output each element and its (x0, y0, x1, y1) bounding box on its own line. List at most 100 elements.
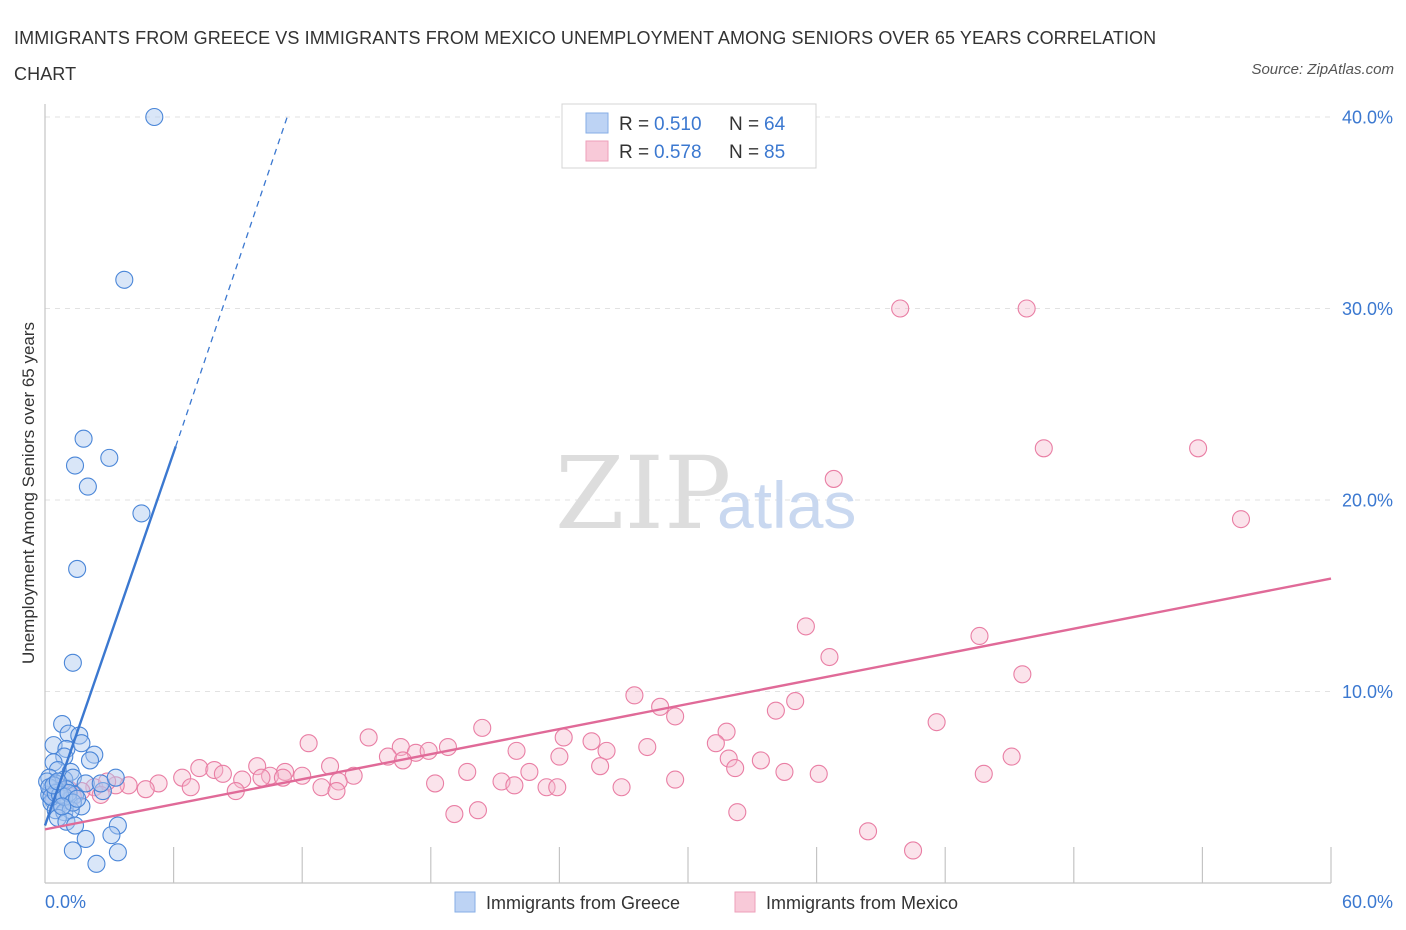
point-greece (100, 448, 119, 467)
point-mexico (666, 770, 685, 789)
bottom-legend-swatch-greece (454, 891, 476, 913)
x-ticks (173, 847, 1332, 883)
bottom-legend-label-mexico: Immigrants from Mexico (766, 893, 958, 913)
point-mexico (666, 707, 685, 726)
legend-n-value-mexico: 85 (764, 142, 785, 163)
point-mexico (507, 741, 526, 760)
legend-n-label-mexico: N = (729, 142, 759, 163)
point-mexico (751, 751, 770, 770)
legend-n-value-greece: 64 (764, 114, 786, 135)
point-mexico (359, 728, 378, 747)
point-mexico (903, 841, 923, 860)
point-mexico (796, 617, 815, 636)
y-tick-labels: 10.0% 20.0% 30.0% 40.0% (1342, 108, 1393, 703)
series-legend: Immigrants from Greece Immigrants from M… (454, 891, 958, 913)
point-mexico (786, 692, 805, 711)
point-mexico (548, 778, 567, 797)
point-mexico (505, 776, 524, 795)
watermark-atlas: atlas (717, 468, 856, 542)
point-greece (76, 829, 95, 849)
point-mexico (651, 697, 670, 716)
point-mexico (809, 764, 828, 783)
point-mexico (1013, 665, 1032, 684)
legend-r-label-greece: R = (619, 114, 649, 135)
point-mexico (1034, 439, 1053, 458)
watermark-zip: ZIP (555, 435, 731, 552)
point-greece (108, 816, 127, 835)
legend-r-label-mexico: R = (619, 142, 649, 163)
point-mexico (1017, 299, 1036, 318)
point-mexico (213, 764, 232, 783)
x-tick-label-max: 60.0% (1342, 892, 1393, 912)
point-mexico (1002, 747, 1021, 766)
source-note: Source: ZipAtlas.com (1251, 61, 1394, 78)
point-mexico (728, 803, 747, 822)
legend-r-value-mexico: 0.578 (654, 142, 702, 163)
trend-line-greece-extension (175, 116, 288, 447)
point-mexico (554, 728, 573, 747)
y-tick-label: 40.0% (1342, 108, 1393, 128)
point-mexico (458, 762, 477, 781)
point-greece (63, 653, 82, 672)
point-greece (76, 774, 95, 793)
point-mexico (468, 801, 488, 820)
point-greece (106, 768, 125, 787)
point-mexico (974, 764, 993, 783)
trend-lines (43, 116, 1332, 831)
point-mexico (293, 766, 312, 785)
point-mexico (717, 722, 736, 741)
point-mexico (426, 774, 445, 793)
point-greece (65, 456, 85, 475)
point-greece (74, 429, 93, 448)
trend-line-mexico (44, 577, 1332, 831)
point-mexico (299, 734, 318, 753)
point-greece (80, 751, 100, 770)
point-mexico (719, 749, 738, 768)
point-mexico (190, 759, 209, 778)
point-mexico (858, 822, 878, 841)
point-mexico (550, 747, 569, 766)
legend-r-value-greece: 0.510 (654, 114, 702, 135)
point-mexico (766, 701, 785, 720)
series-mexico-points (44, 299, 1251, 860)
point-greece (78, 477, 97, 496)
point-mexico (591, 757, 610, 776)
point-greece (53, 797, 72, 816)
bottom-legend-swatch-mexico (734, 891, 756, 913)
stats-legend: R = 0.510 N = 64 R = 0.578 N = 85 (561, 103, 817, 169)
point-mexico (473, 718, 492, 737)
point-mexico (181, 778, 200, 797)
point-mexico (726, 759, 745, 778)
point-greece (93, 782, 112, 801)
point-mexico (445, 805, 464, 824)
point-mexico (1231, 510, 1251, 529)
point-mexico (820, 647, 839, 667)
chart-title: IMMIGRANTS FROM GREECE VS IMMIGRANTS FRO… (14, 28, 1157, 84)
trend-line-greece (43, 445, 177, 826)
point-mexico (1189, 439, 1208, 458)
point-greece (132, 504, 151, 523)
point-greece (68, 789, 87, 808)
point-mexico (136, 780, 155, 799)
point-mexico (612, 778, 631, 797)
point-greece (91, 774, 110, 793)
point-greece (63, 841, 82, 860)
legend-swatch-mexico (585, 140, 609, 162)
point-greece (87, 854, 106, 873)
point-mexico (252, 768, 271, 787)
point-mexico (775, 762, 794, 781)
point-mexico (927, 713, 946, 732)
point-greece (108, 843, 127, 862)
legend-n-label-greece: N = (729, 114, 759, 135)
point-mexico (537, 778, 556, 797)
point-mexico (638, 737, 657, 757)
x-tick-label-min: 0.0% (45, 892, 86, 912)
legend-swatch-greece (585, 112, 609, 134)
bottom-legend-label-greece: Immigrants from Greece (486, 893, 680, 913)
point-greece (102, 826, 121, 845)
y-tick-label: 10.0% (1342, 682, 1393, 702)
point-mexico (233, 770, 252, 789)
y-tick-label: 20.0% (1342, 491, 1393, 511)
point-mexico (625, 686, 644, 705)
